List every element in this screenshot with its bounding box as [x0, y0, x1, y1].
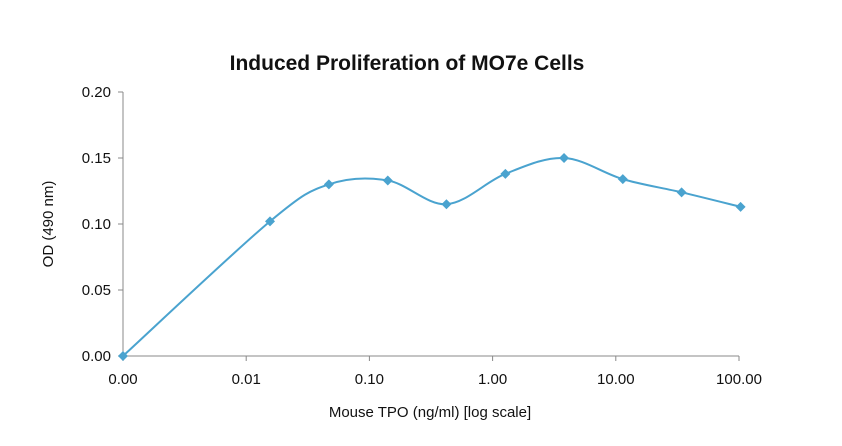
x-tick-label: 100.00: [716, 371, 762, 388]
series-markers: [118, 153, 746, 361]
y-tick-label: 0.15: [82, 150, 111, 167]
data-point-marker: [382, 175, 393, 186]
data-point-marker: [264, 216, 275, 227]
x-ticks: 0.00 0.01 0.10 1.00 10.00 100.00: [108, 356, 762, 388]
y-tick-label: 0.20: [82, 84, 111, 101]
y-tick-label: 0.00: [82, 348, 111, 365]
x-tick-label: 0.00: [108, 371, 137, 388]
x-tick-label: 0.01: [232, 371, 261, 388]
x-axis-label: Mouse TPO (ng/ml) [log scale]: [329, 404, 531, 421]
x-tick-label: 10.00: [597, 371, 635, 388]
data-point-marker: [118, 351, 128, 361]
data-point-marker: [735, 201, 746, 212]
data-point-marker: [323, 179, 334, 190]
x-tick-label: 1.00: [478, 371, 507, 388]
data-point-marker: [559, 153, 570, 163]
y-ticks: 0.00 0.05 0.10 0.15 0.20: [82, 84, 123, 365]
series-line: [122, 156, 741, 357]
y-tick-label: 0.10: [82, 216, 111, 233]
y-tick-label: 0.05: [82, 282, 111, 299]
data-point-marker: [441, 199, 452, 210]
data-point-marker: [500, 168, 511, 179]
data-point-marker: [617, 174, 628, 185]
x-tick-label: 0.10: [355, 371, 384, 388]
y-axis-label: OD (490 nm): [40, 181, 57, 268]
data-point-marker: [676, 187, 687, 198]
chart-title: Induced Proliferation of MO7e Cells: [230, 52, 585, 75]
